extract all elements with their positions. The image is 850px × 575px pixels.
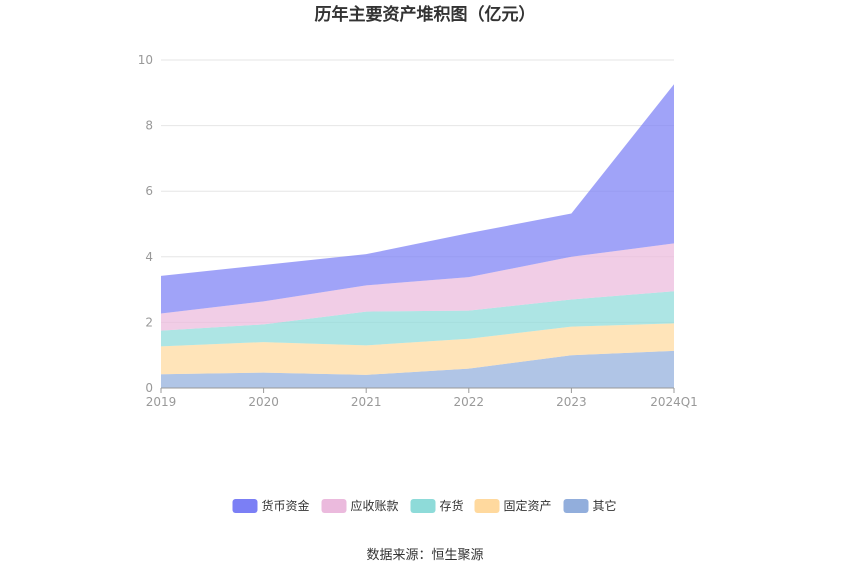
chart-title: 历年主要资产堆积图（亿元） bbox=[315, 4, 536, 25]
axes: 0 2 4 6 8 10 2019 2020 2021 2022 2023 2024Q1 bbox=[138, 53, 698, 409]
legend-swatch bbox=[410, 499, 436, 513]
legend-swatch bbox=[232, 499, 258, 513]
y-tick-label: 6 bbox=[145, 184, 153, 198]
legend-label: 固定资产 bbox=[504, 498, 552, 513]
area-存货 bbox=[161, 291, 674, 347]
legend-label: 货币资金 bbox=[262, 498, 310, 513]
legend-item: 固定资产 bbox=[474, 498, 552, 513]
y-tick-label: 10 bbox=[138, 53, 153, 67]
x-tick-label: 2019 bbox=[146, 395, 177, 409]
y-tick-label: 2 bbox=[145, 315, 153, 329]
legend-label: 其它 bbox=[593, 498, 617, 513]
legend-swatch bbox=[474, 499, 500, 513]
legend-item: 存货 bbox=[410, 498, 464, 513]
legend: 货币资金 应收账款 存货 固定资产 其它 bbox=[232, 498, 617, 513]
legend-label: 应收账款 bbox=[351, 498, 399, 513]
x-tick-label: 2020 bbox=[248, 395, 279, 409]
x-tick-label: 2024Q1 bbox=[650, 395, 698, 409]
legend-item: 其它 bbox=[563, 498, 617, 513]
area-货币资金 bbox=[161, 84, 674, 314]
source-note: 数据来源：恒生聚源 bbox=[366, 548, 483, 563]
legend-item: 货币资金 bbox=[232, 498, 310, 513]
y-tick-label: 4 bbox=[145, 250, 153, 264]
area-应收账款 bbox=[161, 243, 674, 331]
area-其它 bbox=[161, 350, 674, 388]
legend-item: 应收账款 bbox=[321, 498, 399, 513]
x-tick-label: 2021 bbox=[351, 395, 382, 409]
legend-swatch bbox=[563, 499, 589, 513]
legend-swatch bbox=[321, 499, 347, 513]
area-series bbox=[161, 84, 674, 388]
area-固定资产 bbox=[161, 323, 674, 375]
x-tick-label: 2023 bbox=[556, 395, 587, 409]
x-tick-label: 2022 bbox=[454, 395, 485, 409]
legend-label: 存货 bbox=[440, 498, 464, 513]
y-tick-label: 0 bbox=[145, 381, 153, 395]
y-tick-label: 8 bbox=[145, 119, 153, 133]
